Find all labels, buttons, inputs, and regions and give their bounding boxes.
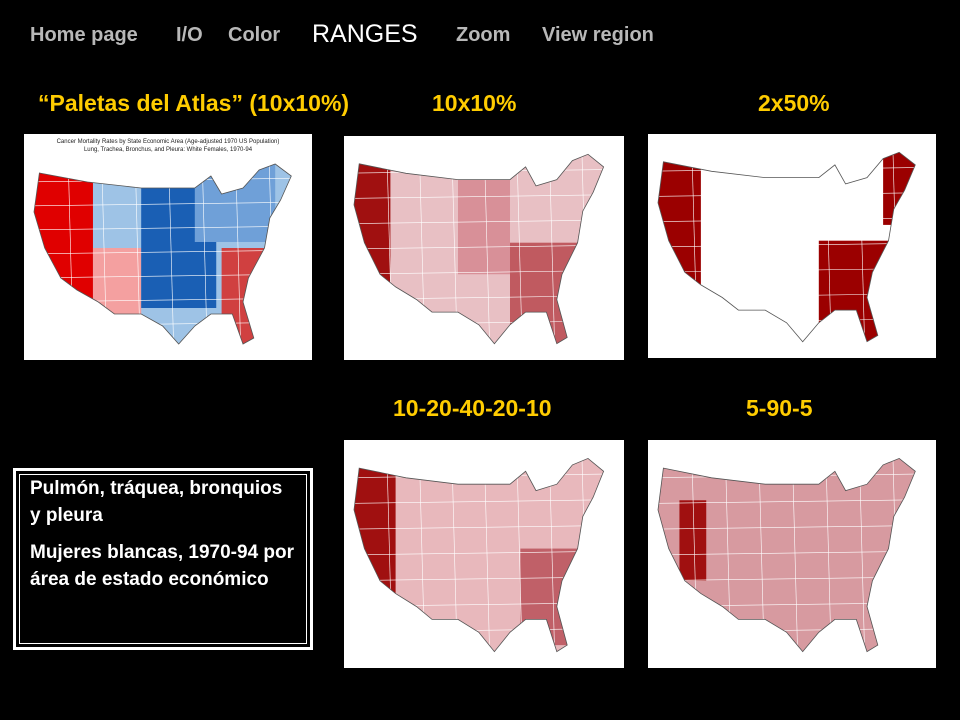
region bbox=[458, 179, 510, 275]
border bbox=[658, 192, 916, 197]
region bbox=[883, 152, 916, 225]
border bbox=[34, 201, 292, 207]
map-fill bbox=[354, 458, 604, 652]
region bbox=[34, 164, 93, 338]
region bbox=[354, 154, 391, 322]
palette-map bbox=[344, 136, 624, 360]
map-outline bbox=[657, 151, 916, 343]
nav-item[interactable]: Color bbox=[228, 24, 281, 46]
nav-item[interactable]: View region bbox=[542, 24, 654, 46]
palette-map bbox=[648, 134, 936, 358]
heading: “Paletas del Atlas” (10x10%) bbox=[38, 90, 350, 116]
atlas-map: Cancer Mortality Rates by State Economic… bbox=[24, 134, 312, 360]
region bbox=[679, 500, 707, 581]
nav-item[interactable]: RANGES bbox=[312, 20, 418, 48]
heading: 10-20-40-20-10 bbox=[393, 395, 552, 421]
region bbox=[510, 242, 588, 344]
region bbox=[221, 248, 276, 344]
note-box: Pulmón, tráquea, bronquios y pleura Muje… bbox=[13, 468, 313, 650]
map-outline bbox=[353, 457, 605, 653]
map-fill bbox=[34, 164, 292, 344]
border bbox=[354, 499, 604, 504]
border bbox=[354, 219, 604, 225]
note-frame: Pulmón, tráquea, bronquios y pleura Muje… bbox=[19, 474, 307, 644]
nav-item[interactable]: Zoom bbox=[456, 24, 511, 46]
region bbox=[194, 164, 276, 242]
map-outline bbox=[33, 163, 292, 345]
region bbox=[520, 548, 583, 646]
border bbox=[658, 217, 916, 223]
border bbox=[34, 225, 292, 231]
heading: 5-90-5 bbox=[746, 395, 813, 421]
note-text: Pulmón, tráquea, bronquios y pleura bbox=[30, 478, 283, 526]
nav-item[interactable]: I/O bbox=[176, 24, 203, 46]
border bbox=[658, 524, 916, 530]
nav-item[interactable]: Home page bbox=[30, 24, 138, 46]
palette-map bbox=[648, 440, 936, 668]
region bbox=[658, 152, 701, 320]
map-title: Cancer Mortality Rates by State Economic… bbox=[57, 139, 280, 145]
region bbox=[818, 240, 900, 342]
note-text: Mujeres blancas, 1970-94 por área de est… bbox=[30, 542, 295, 590]
map-fill bbox=[658, 458, 916, 652]
map-subtitle: Lung, Trachea, Bronchus, and Pleura: Whi… bbox=[84, 147, 253, 153]
heading: 10x10% bbox=[432, 90, 517, 116]
palette-map bbox=[344, 440, 624, 668]
heading: 2x50% bbox=[758, 90, 830, 116]
border bbox=[658, 499, 916, 504]
map-outline bbox=[353, 153, 605, 345]
border bbox=[354, 524, 604, 530]
map-outline bbox=[657, 457, 916, 653]
border bbox=[354, 194, 604, 199]
region bbox=[92, 248, 142, 338]
